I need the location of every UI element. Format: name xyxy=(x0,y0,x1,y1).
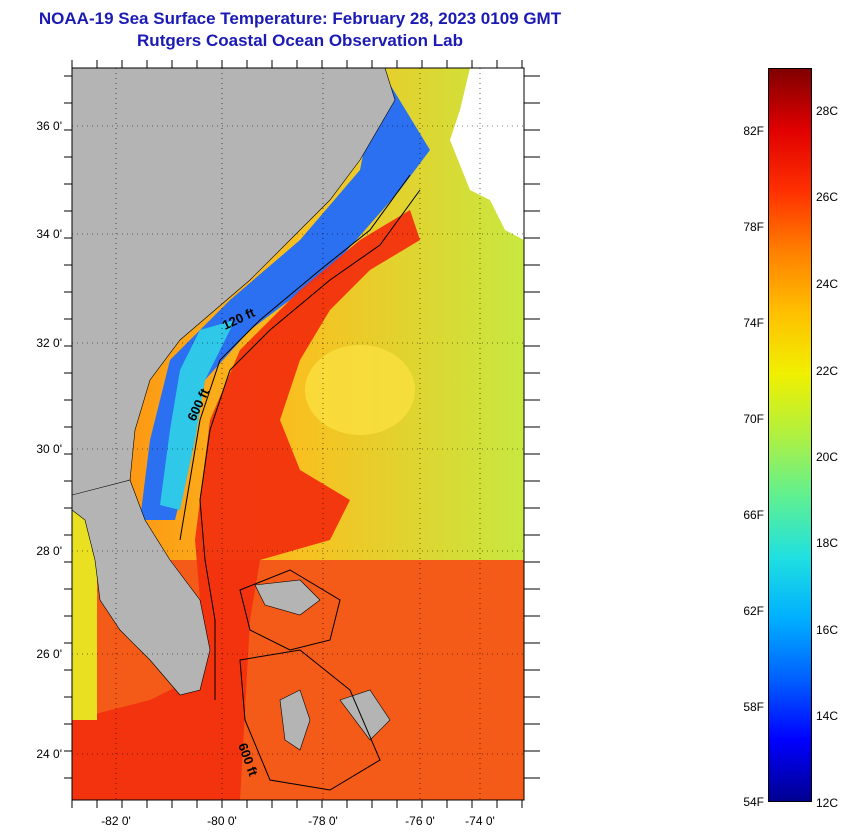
map-title: NOAA-19 Sea Surface Temperature: Februar… xyxy=(0,8,600,52)
land-bahamas-1 xyxy=(254,579,321,616)
cloud-patches xyxy=(450,68,524,240)
colorbar-label-f: 58F xyxy=(743,700,764,714)
colorbar-label-f: 66F xyxy=(743,508,764,522)
cold-shelf-water xyxy=(140,68,430,520)
axis-ticks xyxy=(64,60,540,808)
colorbar-label-c: 16C xyxy=(816,623,839,637)
colorbar-label-c: 28C xyxy=(816,104,839,118)
cool-shelf-water xyxy=(160,320,235,510)
colorbar-label-f: 78F xyxy=(743,220,764,234)
colorbar-label-f: 82F xyxy=(743,124,764,138)
contour-bahamas xyxy=(239,569,381,791)
colorbar-label-c: 12C xyxy=(816,796,839,810)
contour-600ft xyxy=(199,189,421,700)
gulf-stream xyxy=(72,210,420,800)
longitude-labels: -82 0' -80 0' -78 0' -76 0' -74 0' xyxy=(101,814,495,828)
temperature-colorbar xyxy=(768,68,812,802)
lat-label: 32 0' xyxy=(36,336,62,350)
colorbar-label-c: 20C xyxy=(816,450,839,464)
contour-120ft xyxy=(179,174,411,541)
warm-eddy xyxy=(305,345,415,435)
colorbar-label-f: 62F xyxy=(743,604,764,618)
colorbar-label-c: 24C xyxy=(816,277,839,291)
lat-label: 36 0' xyxy=(36,119,62,133)
lat-label: 26 0' xyxy=(36,647,62,661)
lat-label: 34 0' xyxy=(36,227,62,241)
graticule xyxy=(72,68,524,800)
colorbar-label-c: 14C xyxy=(816,709,839,723)
map-image xyxy=(72,68,524,800)
land-bahamas-3 xyxy=(339,689,391,741)
map-frame xyxy=(71,67,525,801)
lon-label: -78 0' xyxy=(308,814,338,828)
colorbar-label-f: 54F xyxy=(743,795,764,809)
lon-label: -82 0' xyxy=(101,814,131,828)
lat-label: 30 0' xyxy=(36,442,62,456)
colorbar-label-f: 74F xyxy=(743,316,764,330)
colorbar-label-c: 26C xyxy=(816,190,839,204)
lon-label: -80 0' xyxy=(207,814,237,828)
lat-label: 28 0' xyxy=(36,544,62,558)
lon-label: -76 0' xyxy=(405,814,435,828)
land-florida xyxy=(72,479,211,696)
title-line-1: NOAA-19 Sea Surface Temperature: Februar… xyxy=(38,9,562,28)
lon-label: -74 0' xyxy=(465,814,495,828)
title-line-2: Rutgers Coastal Ocean Observation Lab xyxy=(137,31,463,50)
colorbar-label-c: 18C xyxy=(816,536,839,550)
land-bahamas-2 xyxy=(279,689,311,751)
colorbar-label-c: 22C xyxy=(816,364,839,378)
latitude-labels: 36 0' 34 0' 32 0' 30 0' 28 0' 26 0' 24 0… xyxy=(36,119,62,761)
colorbar-label-f: 70F xyxy=(743,412,764,426)
lat-label: 24 0' xyxy=(36,747,62,761)
